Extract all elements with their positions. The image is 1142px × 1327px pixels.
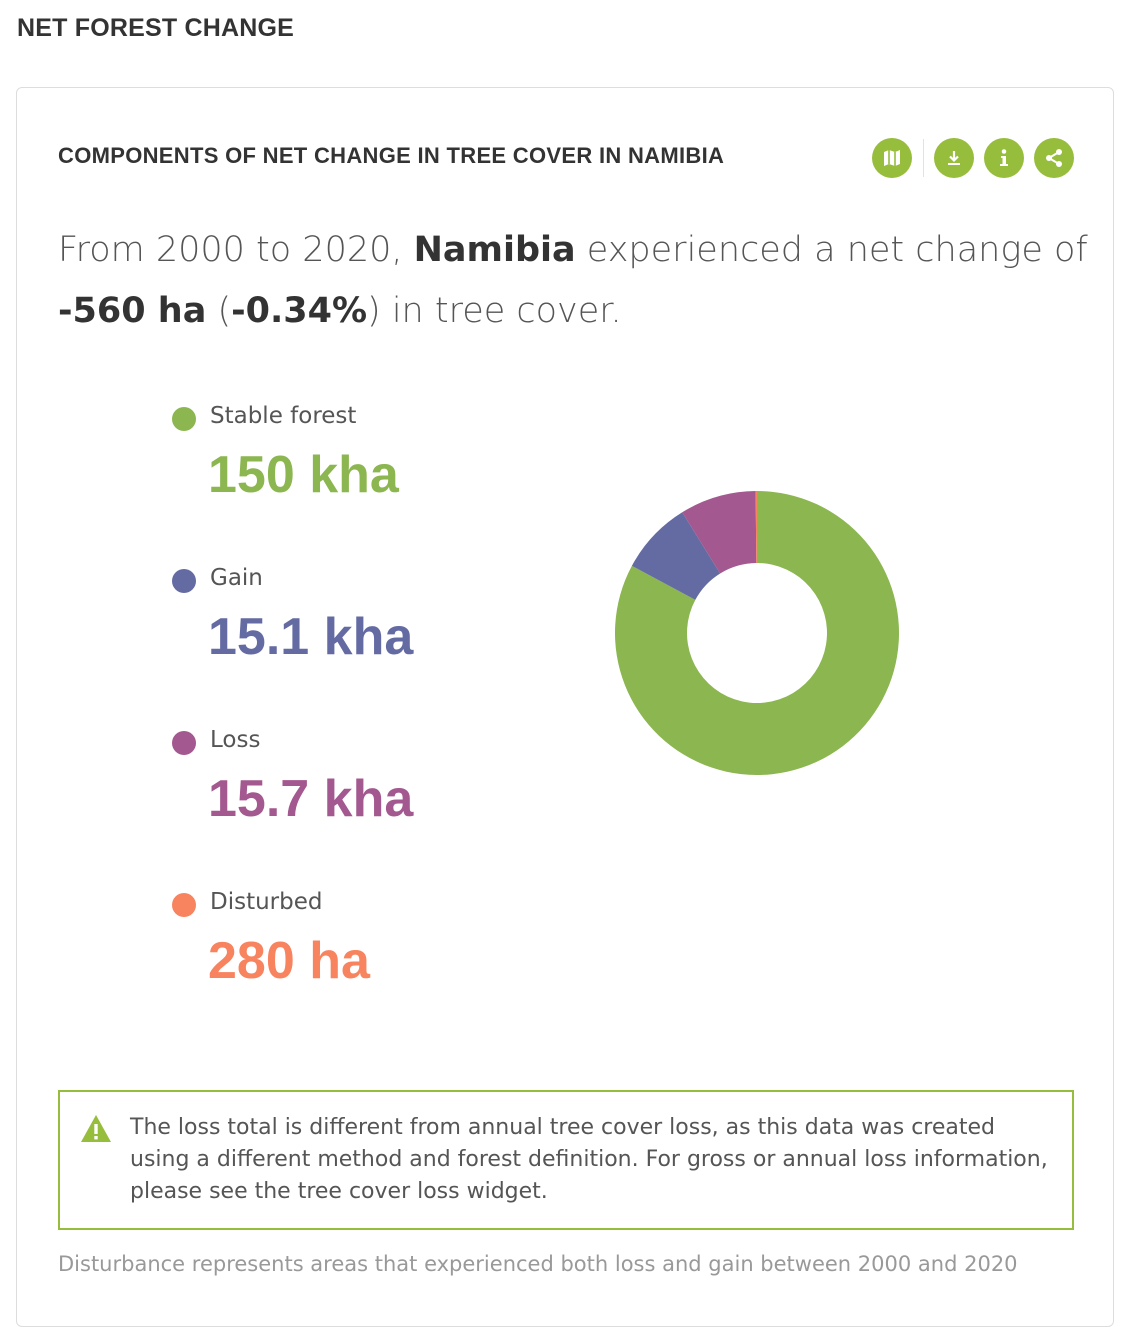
legend-value: 15.1 kha — [208, 608, 414, 666]
footnote: Disturbance represents areas that experi… — [58, 1252, 1018, 1276]
widget-title: COMPONENTS OF NET CHANGE IN TREE COVER I… — [58, 143, 725, 168]
download-icon — [948, 151, 960, 165]
donut-slice-stable-forest[interactable] — [615, 491, 899, 775]
legend-dot — [172, 893, 196, 917]
sentence-part: in tree cover. — [380, 291, 622, 331]
map-button[interactable] — [872, 138, 912, 178]
section-title: NET FOREST CHANGE — [17, 14, 295, 42]
share-button[interactable] — [1034, 138, 1074, 178]
donut-slice-disturbed[interactable] — [755, 491, 757, 564]
legend-dot — [172, 731, 196, 755]
donut-chart — [615, 491, 899, 775]
sentence-part: ) — [367, 291, 381, 331]
legend-dot — [172, 569, 196, 593]
legend-label: Gain — [210, 565, 263, 591]
legend-value: 15.7 kha — [208, 770, 414, 828]
warning-box: The loss total is different from annual … — [58, 1090, 1074, 1230]
sentence-location: Namibia — [413, 230, 576, 270]
download-button[interactable] — [934, 138, 974, 178]
summary-sentence: From 2000 to 2020, Namibia experienced a… — [58, 220, 1088, 342]
donut-slice-loss[interactable] — [682, 491, 757, 574]
sentence-net-change: -560 ha — [58, 291, 207, 331]
sentence-part: ( — [206, 291, 232, 331]
share-icon — [1046, 149, 1062, 167]
legend-label: Disturbed — [210, 889, 323, 915]
warning-triangle-icon — [81, 1115, 111, 1142]
toolbar-divider — [923, 139, 924, 177]
legend-dot — [172, 407, 196, 431]
map-icon — [884, 150, 900, 166]
sentence-net-percent: -0.34% — [231, 291, 368, 331]
legend-value: 280 ha — [208, 932, 370, 990]
sentence-part: experienced a net change of — [575, 230, 1088, 270]
donut-slice-gain[interactable] — [631, 512, 721, 600]
info-button[interactable] — [984, 138, 1024, 178]
legend-value: 150 kha — [208, 446, 399, 504]
legend-label: Stable forest — [210, 403, 357, 429]
warning-text: The loss total is different from annual … — [130, 1115, 1048, 1204]
info-icon — [1000, 149, 1008, 166]
legend-label: Loss — [210, 727, 261, 753]
sentence-part: From 2000 to 2020, — [58, 230, 414, 270]
